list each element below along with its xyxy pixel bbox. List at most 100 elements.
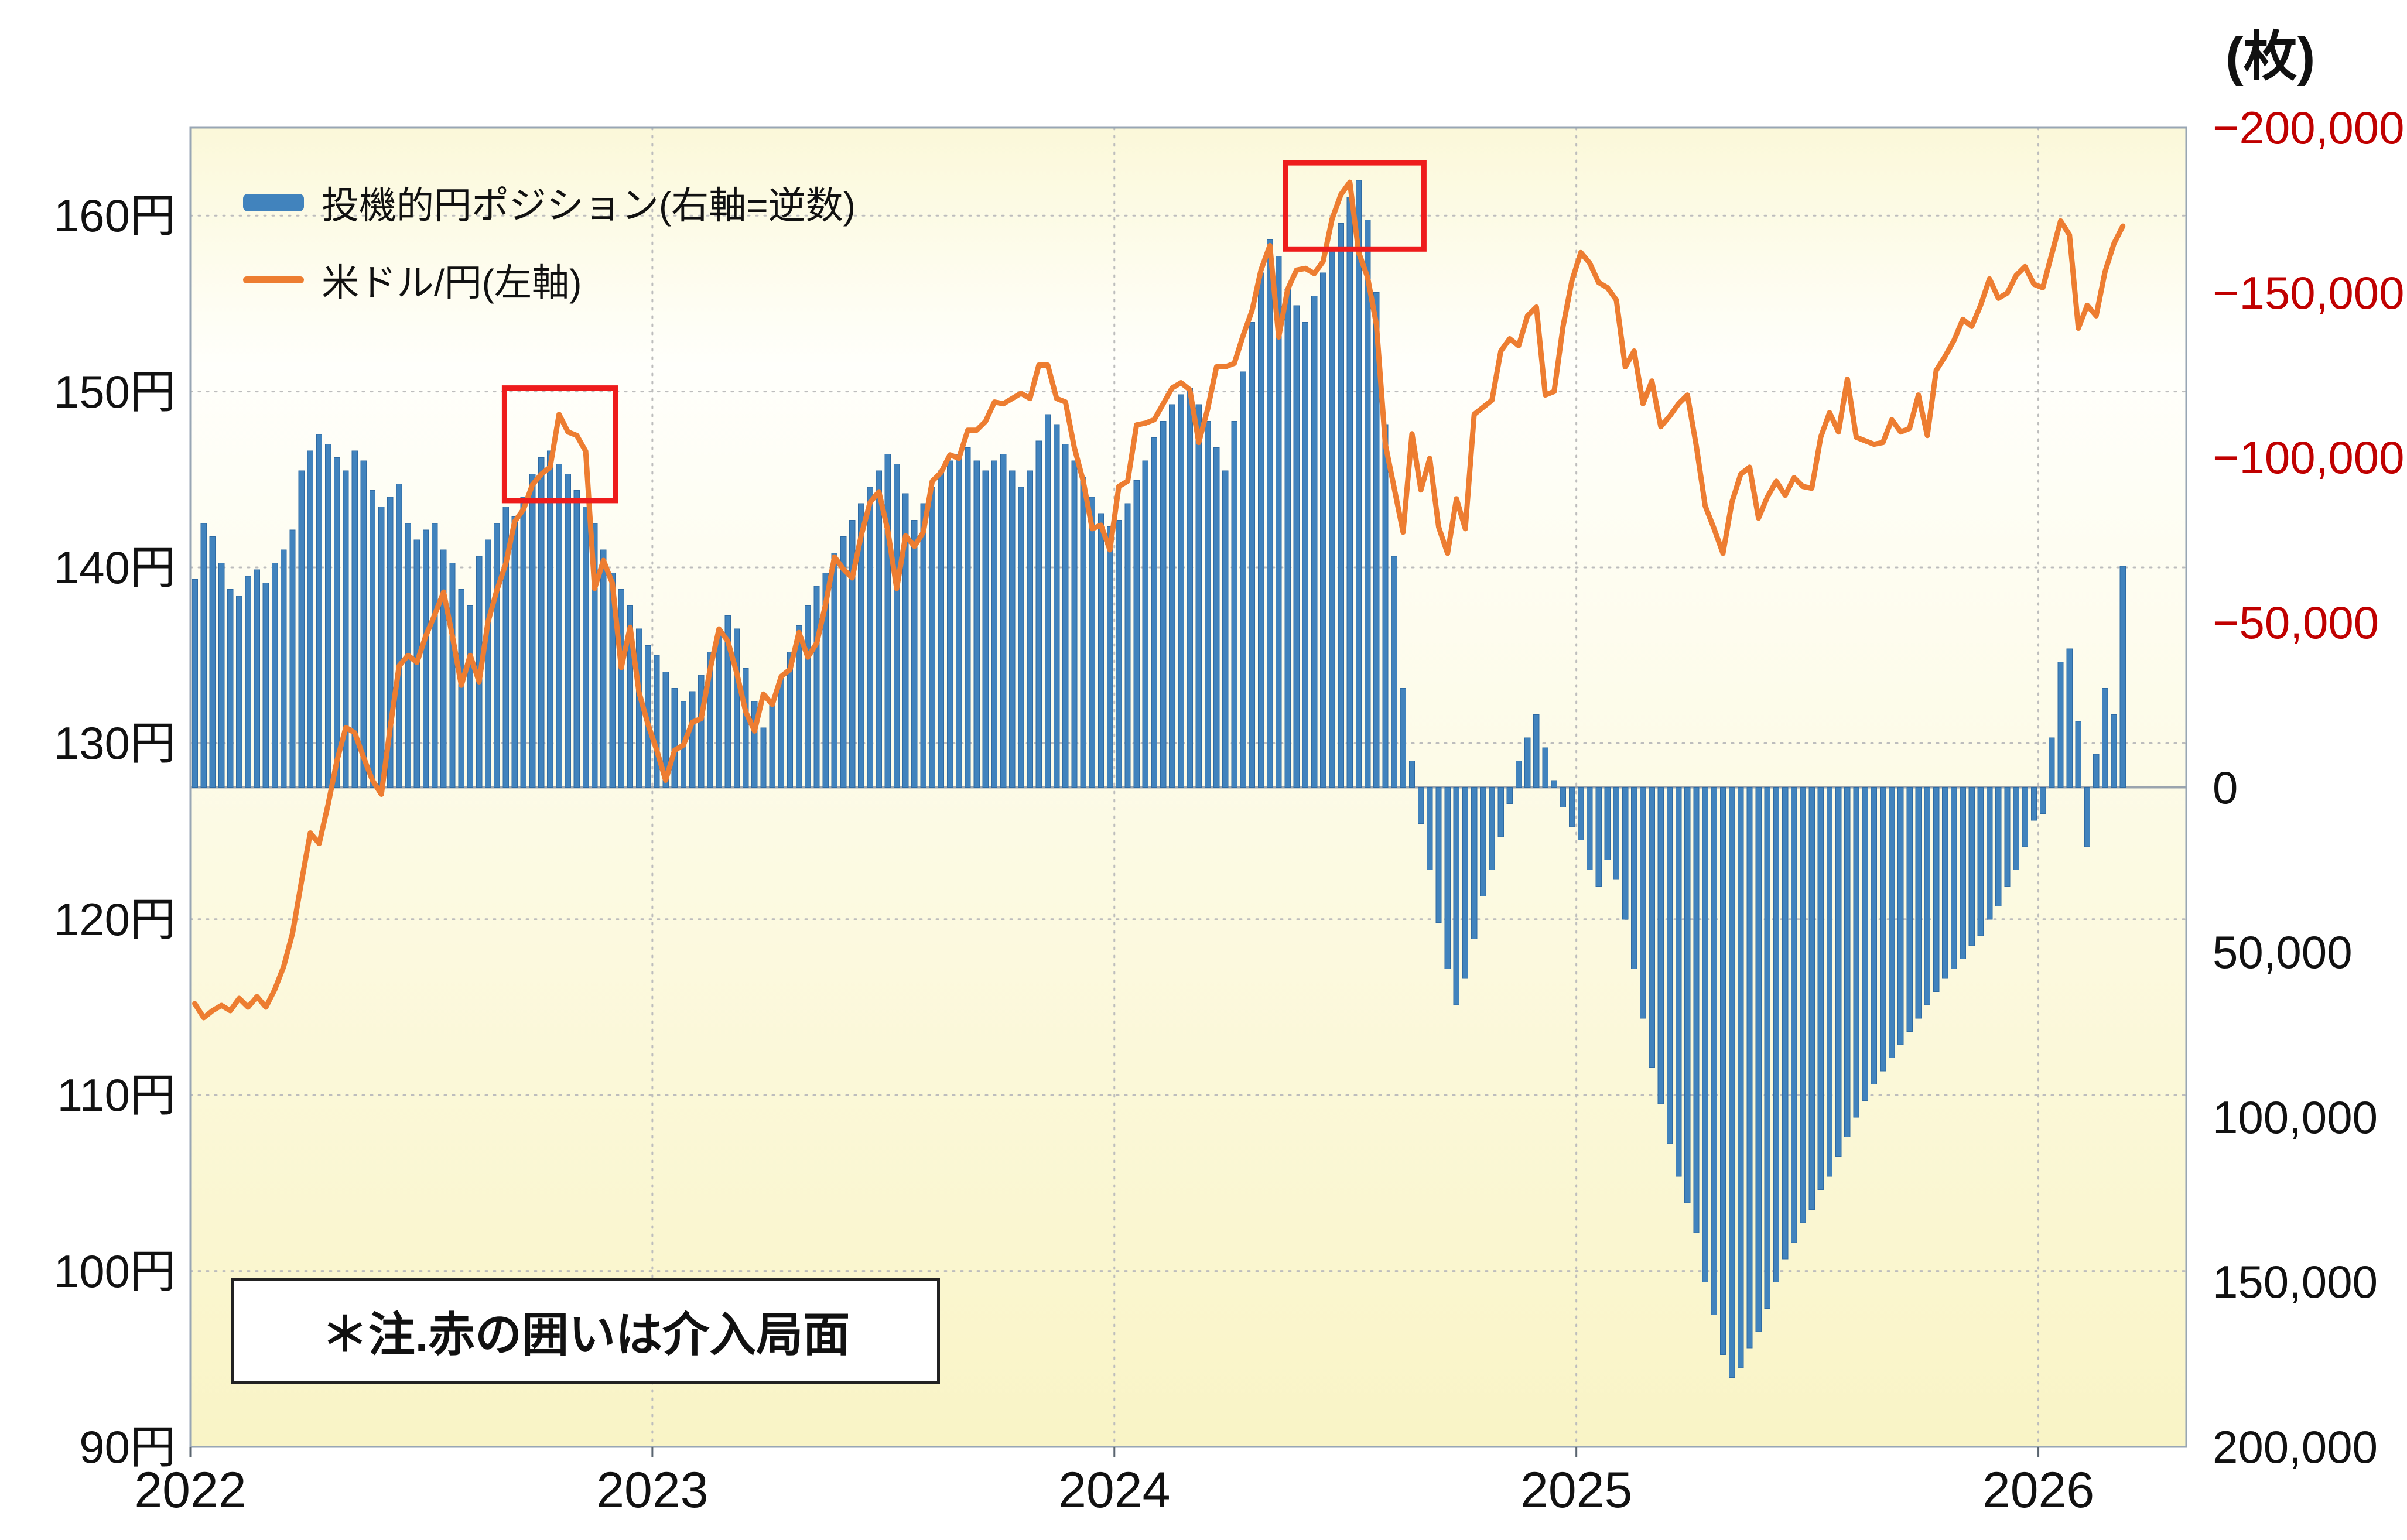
position-bar <box>2049 737 2055 788</box>
left-axis-tick-label: 90円 <box>79 1421 176 1473</box>
position-bar <box>396 483 402 788</box>
position-bar <box>262 582 269 788</box>
position-bar <box>1000 454 1007 788</box>
position-bar <box>1195 404 1202 788</box>
position-bar <box>343 470 349 788</box>
position-bar <box>1719 787 1726 1355</box>
position-bar <box>1427 787 1433 870</box>
position-bar <box>2057 662 2064 788</box>
position-bar <box>618 589 624 788</box>
position-bar <box>1587 787 1593 870</box>
position-bar <box>271 563 278 788</box>
position-bar <box>1960 787 1966 959</box>
position-bar <box>1693 787 1700 1233</box>
position-bar <box>1968 787 1975 946</box>
position-bar <box>920 503 926 788</box>
position-bar <box>582 507 589 788</box>
position-bar <box>316 434 323 788</box>
position-bar <box>1187 388 1193 788</box>
position-bar <box>369 490 376 788</box>
position-bar <box>2066 648 2073 788</box>
position-bar <box>1853 787 1859 1118</box>
position-bar <box>1835 787 1842 1157</box>
position-bar <box>449 563 456 788</box>
position-bar <box>245 576 251 788</box>
position-bar <box>1471 787 1478 940</box>
position-bar <box>378 507 385 788</box>
position-bar <box>432 523 438 788</box>
position-bar <box>831 553 838 788</box>
position-bar <box>1817 787 1824 1190</box>
position-bar <box>778 678 785 788</box>
position-bar <box>1267 239 1273 788</box>
position-bar <box>2022 787 2029 847</box>
legend: 投機的円ポジション(右軸=逆数) 米ドル/円(左軸) <box>243 176 856 307</box>
position-bar <box>254 569 261 788</box>
position-bar <box>538 457 545 788</box>
position-bar <box>1462 787 1469 979</box>
position-bar <box>1097 513 1105 788</box>
position-bar <box>867 487 873 788</box>
right-axis-tick-label: 100,000 <box>2213 1091 2378 1143</box>
position-bar <box>1276 256 1282 788</box>
position-bar <box>733 628 740 788</box>
position-bar <box>1622 787 1629 920</box>
position-bar <box>1613 787 1620 880</box>
position-bar <box>1178 394 1184 788</box>
position-bar <box>2119 566 2126 788</box>
plot-border <box>189 126 2187 1448</box>
right-axis-tick-label: 50,000 <box>2213 926 2353 978</box>
position-bar <box>662 671 669 788</box>
position-bar <box>858 503 864 788</box>
position-bar <box>956 454 962 788</box>
right-axis-tick-label: 150,000 <box>2213 1256 2378 1308</box>
left-axis-tick-label: 120円 <box>53 893 176 945</box>
position-bar <box>1871 787 1878 1084</box>
position-bar <box>298 470 305 788</box>
position-bar <box>822 572 829 788</box>
position-bar <box>547 450 553 788</box>
position-bar <box>218 563 225 788</box>
position-bar <box>1808 787 1815 1210</box>
position-bar <box>938 470 945 788</box>
position-bar <box>1213 447 1220 788</box>
position-bar <box>592 523 598 788</box>
intervention-note-text: ＊注.赤の囲いは介入局面 <box>321 1309 850 1361</box>
position-bar <box>1062 444 1069 788</box>
position-bar <box>1257 272 1264 788</box>
position-bar <box>609 572 616 788</box>
position-bar <box>1009 470 1016 788</box>
x-axis-tick-label: 2025 <box>1520 1462 1633 1518</box>
left-axis-tick-label: 160円 <box>53 190 176 242</box>
x-axis-tick-label: 2024 <box>1058 1462 1171 1518</box>
position-bar <box>1373 292 1380 788</box>
position-bar <box>1480 787 1486 896</box>
position-bar <box>1889 787 1895 1058</box>
position-bar <box>200 523 207 788</box>
position-bar <box>1595 787 1602 887</box>
position-bar <box>1640 787 1646 1019</box>
position-bar <box>698 675 705 788</box>
position-bar <box>1977 787 1984 936</box>
position-bar <box>1035 440 1042 788</box>
position-bar <box>654 655 660 788</box>
position-bar <box>289 529 296 788</box>
position-bar <box>743 668 749 788</box>
position-bar <box>1675 787 1682 1177</box>
position-bar <box>334 457 340 788</box>
position-bar <box>511 516 518 788</box>
position-bar <box>1746 787 1753 1349</box>
position-bar <box>760 727 767 788</box>
position-bar <box>627 605 634 788</box>
position-bar <box>1089 497 1095 788</box>
position-bar <box>236 596 242 788</box>
usdjpy-line <box>192 179 2126 1021</box>
position-bar <box>2093 754 2100 788</box>
position-bar <box>502 507 509 788</box>
position-bar <box>1826 787 1833 1177</box>
position-bar <box>1568 787 1575 827</box>
position-bar <box>1702 787 1708 1282</box>
position-bar <box>1533 714 1540 788</box>
position-bar <box>1444 787 1451 969</box>
